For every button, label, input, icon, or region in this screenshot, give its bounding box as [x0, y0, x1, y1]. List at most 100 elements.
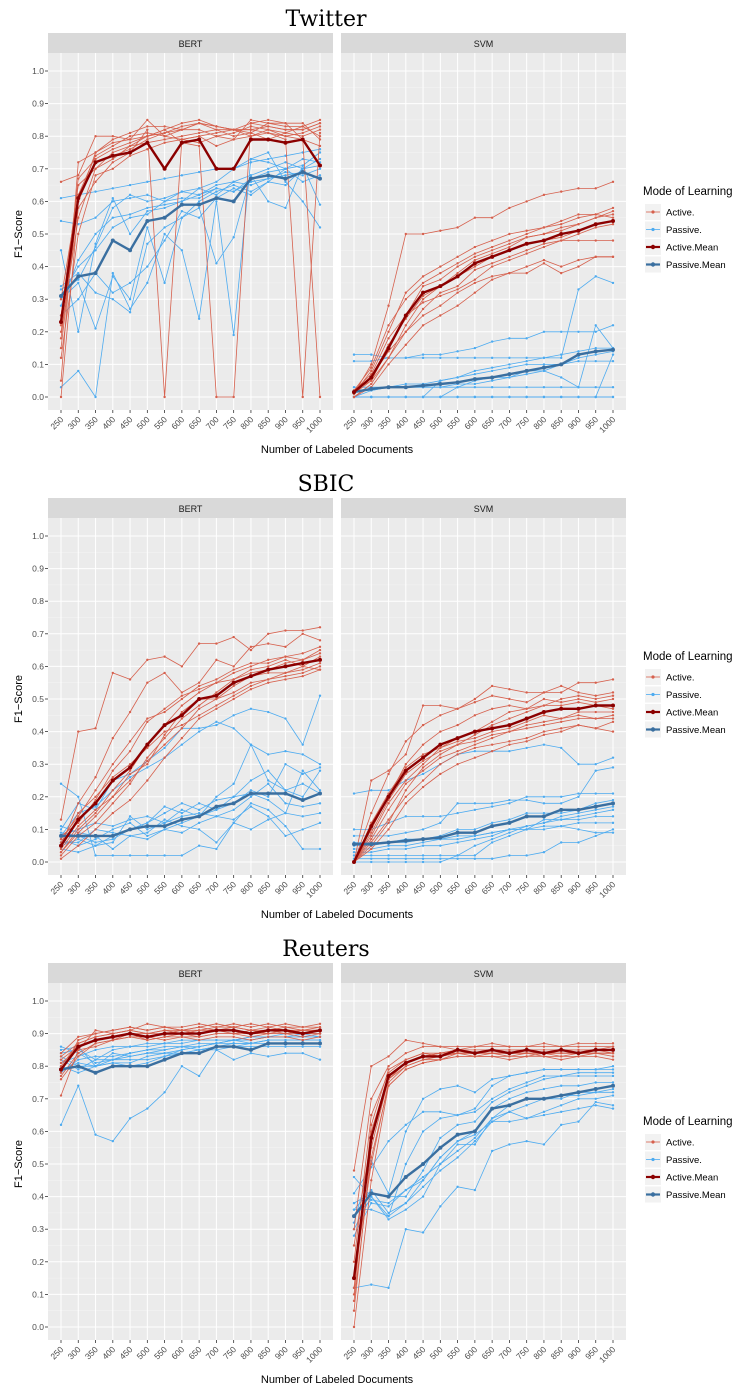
passive-run-point	[352, 828, 356, 831]
active-run-line	[353, 1046, 614, 1230]
active-run-point	[163, 743, 166, 746]
active-run-point	[577, 1048, 580, 1052]
passive-run-point	[318, 151, 322, 154]
active-run-point	[542, 232, 546, 236]
active-run-point	[490, 262, 494, 265]
x-tick-label: 700	[204, 414, 221, 431]
passive-run-point	[111, 298, 115, 301]
passive-mean-point	[369, 842, 374, 847]
passive-run-point	[473, 857, 477, 860]
active-run-point	[404, 291, 407, 294]
active-run-line	[353, 223, 614, 395]
active-mean-point	[93, 160, 98, 165]
legend-entry: Passive.Mean	[666, 1190, 726, 1201]
passive-mean-point	[76, 274, 81, 279]
passive-run-point	[197, 727, 201, 730]
active-run-point	[387, 304, 390, 307]
active-mean-point	[352, 1276, 356, 1281]
passive-run-point	[77, 281, 80, 285]
passive-run-point	[421, 1185, 425, 1189]
active-mean-point	[179, 140, 184, 145]
x-tick-label: 350	[376, 414, 393, 431]
active-run-line	[353, 1039, 614, 1171]
passive-run-point	[352, 359, 356, 363]
active-run-line	[60, 119, 321, 398]
active-run-point	[249, 118, 253, 122]
active-run-point	[77, 1051, 80, 1055]
active-run-point	[267, 665, 270, 668]
passive-run-line	[353, 360, 614, 398]
active-run-point	[560, 226, 563, 229]
passive-run-point	[490, 1084, 494, 1087]
active-run-point	[473, 743, 477, 746]
passive-run-point	[456, 356, 459, 360]
passive-run-line	[60, 770, 321, 853]
active-run-point	[146, 681, 149, 684]
passive-run-point	[249, 828, 253, 831]
active-run-point	[404, 740, 407, 743]
passive-run-point	[284, 811, 287, 815]
passive-mean-point	[145, 824, 150, 829]
active-run-point	[180, 723, 184, 727]
active-run-point	[542, 245, 546, 249]
active-run-point	[490, 239, 494, 242]
active-run-point	[232, 138, 235, 141]
active-run-point	[404, 1068, 407, 1071]
active-run-point	[421, 723, 425, 727]
x-tick-label: 850	[256, 414, 273, 431]
passive-run-point	[421, 1195, 425, 1198]
passive-run-point	[232, 183, 235, 187]
active-run-point	[508, 239, 511, 242]
passive-run-point	[232, 333, 235, 337]
active-run-point	[594, 1051, 597, 1055]
passive-run-point	[94, 1133, 97, 1136]
x-tick-label: 300	[66, 414, 83, 431]
active-run-point	[146, 1032, 149, 1035]
active-run-point	[525, 736, 528, 740]
active-run-point	[352, 1169, 356, 1172]
active-run-point	[508, 1058, 511, 1061]
active-run-point	[59, 337, 63, 340]
passive-run-point	[318, 1058, 322, 1061]
passive-run-point	[146, 834, 149, 838]
passive-run-point	[163, 828, 166, 831]
passive-run-point	[456, 811, 459, 815]
y-tick-label: 0.5	[32, 694, 44, 704]
passive-run-point	[387, 789, 390, 792]
passive-run-line	[60, 168, 321, 290]
passive-run-point	[128, 1117, 132, 1120]
active-run-point	[456, 749, 459, 753]
active-run-point	[59, 1094, 63, 1097]
passive-run-point	[456, 802, 459, 805]
passive-run-point	[525, 386, 528, 389]
passive-mean-line	[352, 348, 615, 394]
passive-run-point	[560, 1123, 563, 1127]
passive-run-point	[249, 779, 253, 782]
passive-run-point	[215, 723, 218, 727]
passive-run-point	[387, 1286, 390, 1290]
passive-mean-point	[197, 202, 202, 207]
passive-run-point	[404, 1208, 407, 1211]
active-run-point	[146, 717, 149, 720]
active-run-point	[560, 691, 563, 694]
legend-entry: Passive.Mean	[666, 260, 726, 271]
passive-run-point	[370, 1188, 373, 1192]
passive-run-point	[387, 1211, 390, 1215]
passive-run-point	[525, 372, 528, 376]
passive-run-point	[542, 795, 546, 798]
x-tick-label: 400	[100, 1344, 117, 1361]
passive-run-point	[111, 291, 115, 294]
passive-run-point	[352, 851, 356, 854]
active-run-point	[128, 740, 132, 743]
active-mean-point	[472, 1051, 477, 1056]
passive-mean-point	[318, 176, 322, 181]
active-run-point	[59, 324, 63, 327]
active-run-point	[508, 1048, 511, 1052]
active-mean-point	[386, 346, 391, 351]
passive-run-point	[197, 844, 201, 847]
active-mean-point	[76, 196, 81, 201]
passive-mean-point	[59, 833, 63, 838]
x-tick-label: 1000	[597, 1344, 618, 1365]
active-run-point	[163, 1029, 166, 1032]
active-run-point	[284, 678, 287, 681]
